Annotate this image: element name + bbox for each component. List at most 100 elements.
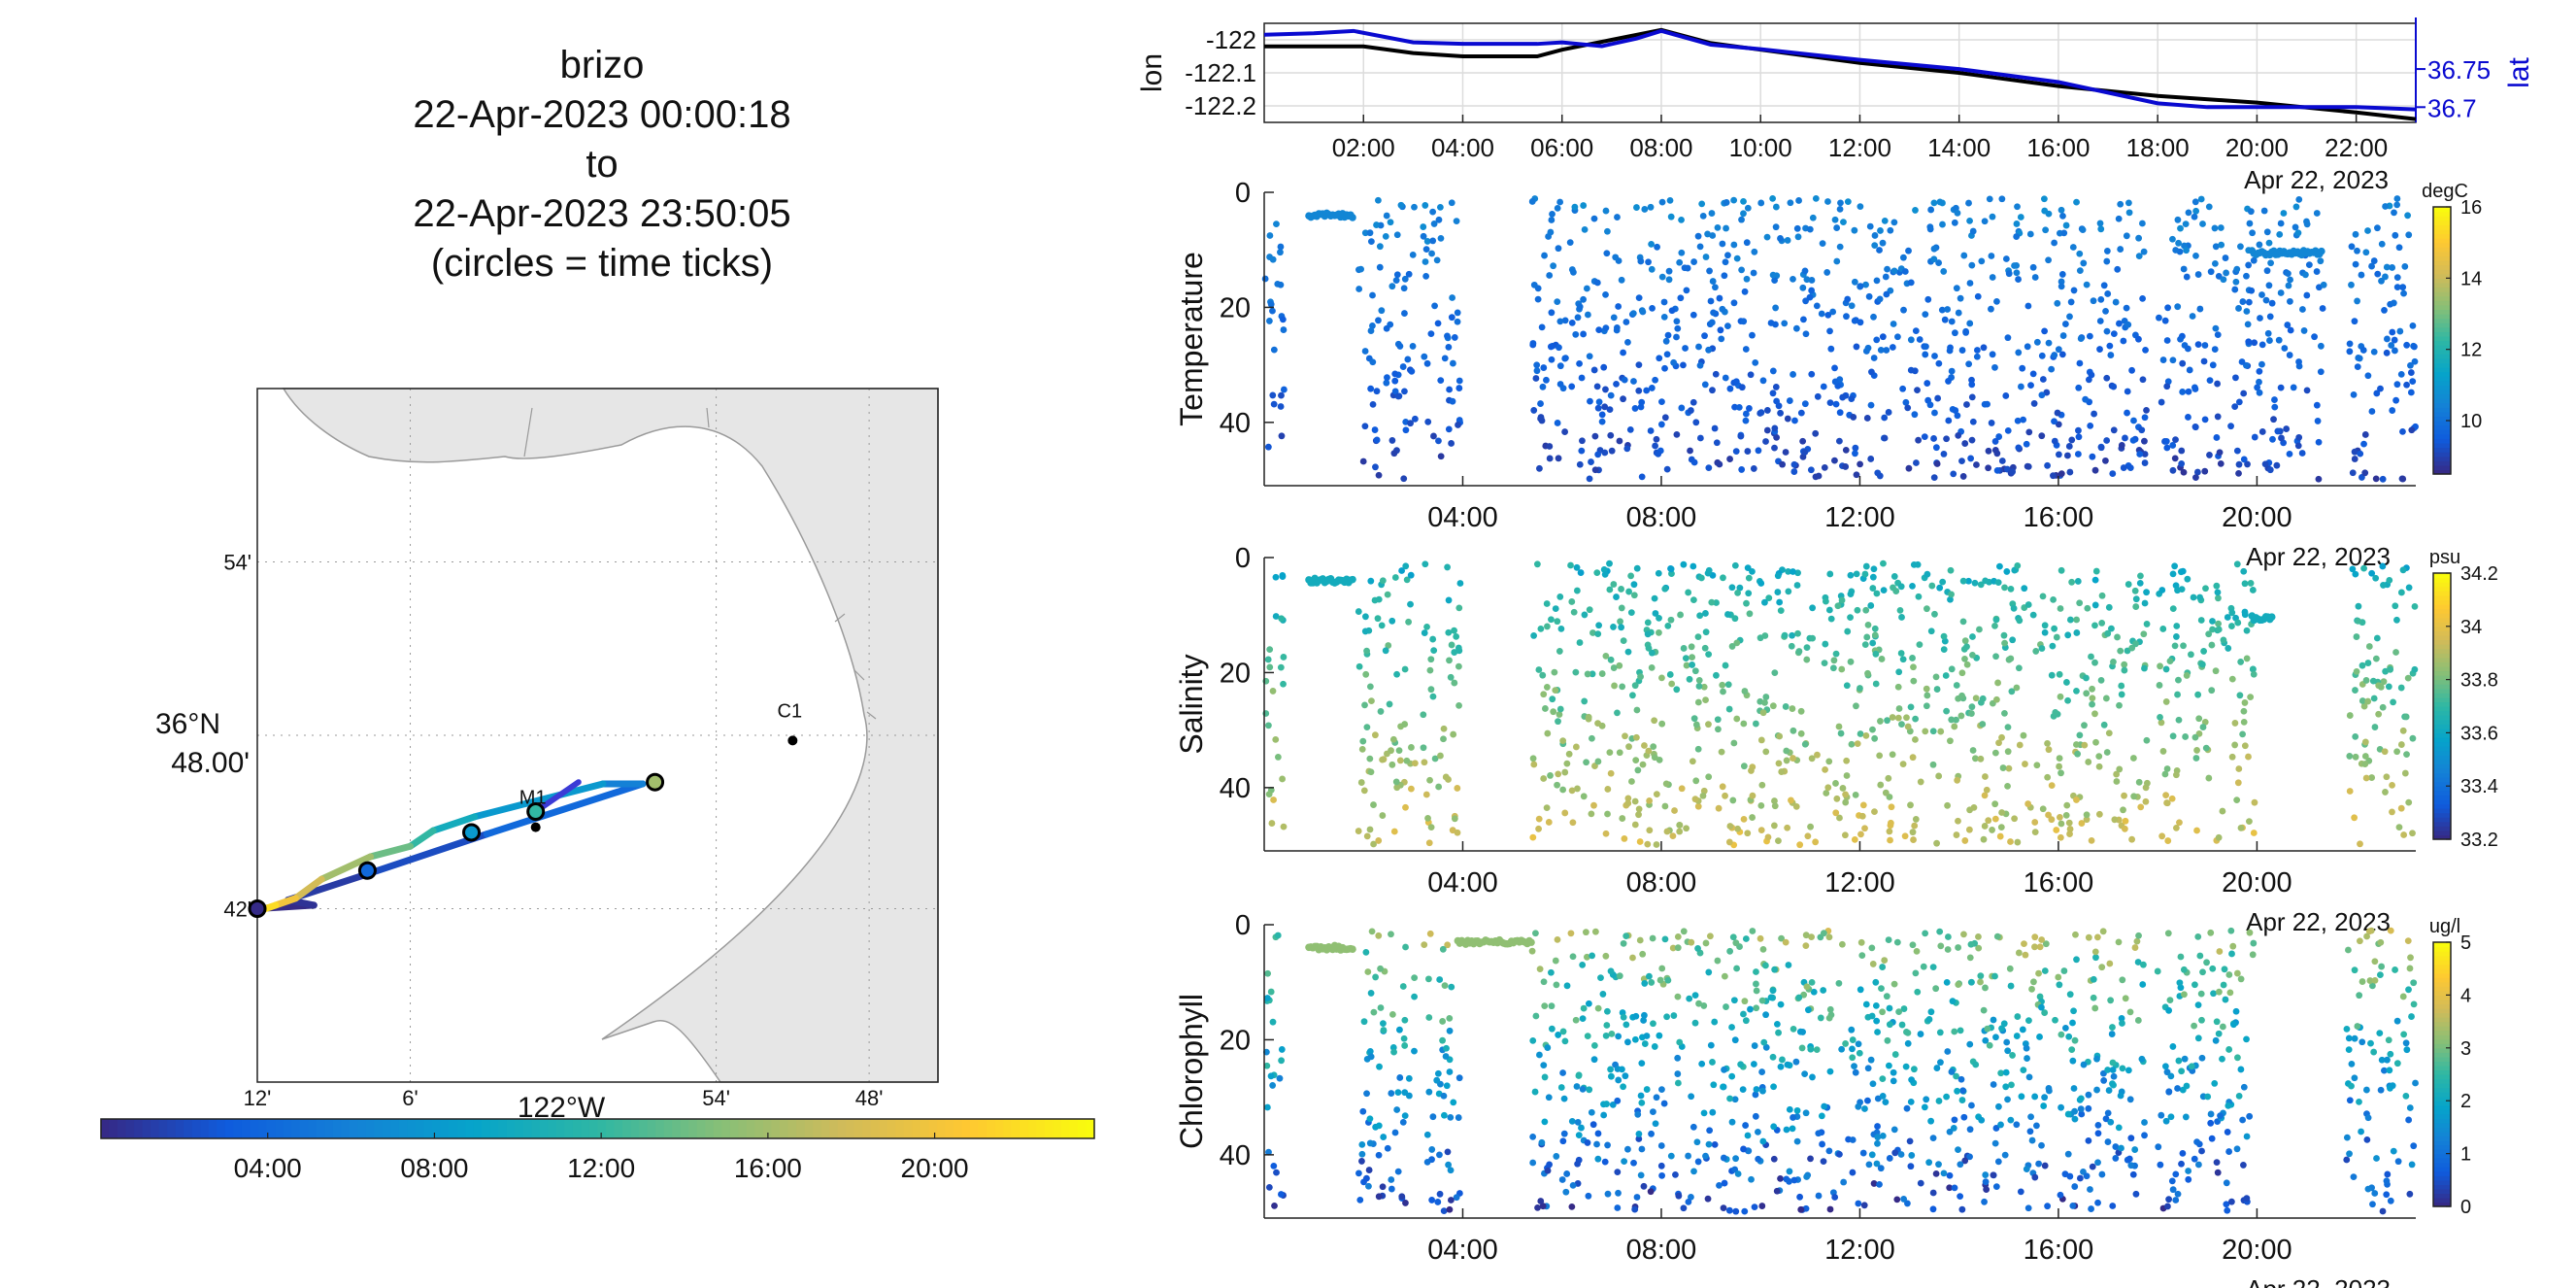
data-point [1376,1063,1383,1070]
data-point [2201,416,2209,424]
data-point [1682,655,1689,662]
colorbar-step [903,1119,914,1138]
data-point [1617,618,1623,626]
colorbar-step [522,1119,532,1138]
data-point [1885,409,1892,416]
data-point [1265,1183,1273,1191]
data-point [2399,475,2407,483]
data-point [2077,1105,2085,1113]
data-point [1862,1000,1870,1008]
data-point [2113,770,2121,778]
data-point [2051,625,2058,632]
data-point [2109,1067,2117,1073]
data-point [1948,367,1956,375]
data-point [1441,982,1449,990]
data-point [1671,807,1678,814]
colorbar-tick-label: 04:00 [234,1153,302,1183]
data-point [1408,785,1415,793]
colorbar-step [2433,1083,2451,1089]
data-point [1696,243,1704,251]
colorbar-step [548,1119,557,1138]
data-point [2011,815,2019,823]
data-point [2208,687,2216,695]
data-point [2196,952,2204,960]
data-point [2370,348,2378,356]
data-point [2062,811,2070,819]
data-point [2231,286,2239,293]
data-point [2387,1050,2394,1058]
data-point [2246,818,2253,826]
data-point [1441,1111,1448,1119]
data-point [1656,615,1662,622]
data-point [2405,798,2413,806]
data-point [2158,832,2166,840]
colorbar-step [1011,1119,1020,1138]
data-point [1450,730,1457,738]
data-point [1844,295,1852,303]
colorbar-step [415,1119,425,1138]
data-point [2068,1046,2076,1054]
data-point [2024,1204,2032,1212]
colorbar-step [2433,741,2451,747]
data-point [2247,208,2255,216]
data-point [1568,1203,1576,1210]
data-point [1957,1027,1964,1034]
colorbar-tick-label: 3 [2460,1038,2471,1060]
data-point [1868,944,1876,952]
data-point [2040,1102,2048,1109]
data-point [1356,1196,1364,1203]
data-point [1375,837,1383,844]
data-point [2207,1119,2215,1127]
colorbar-step [2433,639,2451,645]
data-point [1722,661,1729,669]
data-point [1740,815,1748,823]
data-point [1620,349,1626,356]
track-segment [318,853,375,883]
data-point [2377,1086,2385,1094]
data-point [1932,985,1940,993]
data-point [1644,619,1652,627]
colorbar-step [2433,626,2451,631]
data-point [1959,473,1967,480]
data-point [1635,361,1643,369]
data-point [1996,832,2004,840]
data-point [2407,389,2415,396]
data-point [2235,469,2242,477]
data-point [1917,778,1924,786]
data-point [1643,387,1651,394]
data-point [2207,929,2215,936]
data-point [1667,1152,1675,1160]
data-point [1820,987,1827,994]
data-point [1695,683,1703,690]
data-point [2131,1146,2139,1153]
data-point [2031,943,2038,951]
data-point [1614,1097,1622,1104]
data-point [1652,610,1659,617]
data-point [1940,451,1948,458]
data-point [1665,276,1673,284]
data-point [1790,568,1796,575]
data-point [2209,618,2216,625]
colorbar-step [879,1119,888,1138]
data-point [1620,939,1627,947]
data-point [1544,1167,1552,1174]
data-point [2087,1186,2093,1193]
data-point [1549,695,1556,703]
data-point [2070,1007,2077,1015]
data-point [1861,825,1868,832]
data-point [1646,827,1654,834]
data-point [1758,781,1766,789]
data-point [1843,772,1851,779]
data-point [1907,1163,1915,1170]
data-point [1969,418,1977,425]
data-point [1728,1072,1736,1080]
station-label: C1 [778,700,803,722]
colorbar-step [2433,291,2451,297]
data-point [1629,692,1636,699]
data-point [2140,248,2148,255]
data-point [2237,975,2245,983]
data-point [2078,1110,2086,1118]
data-point [2211,1080,2219,1087]
data-point [2198,661,2206,668]
data-point [2081,741,2089,749]
